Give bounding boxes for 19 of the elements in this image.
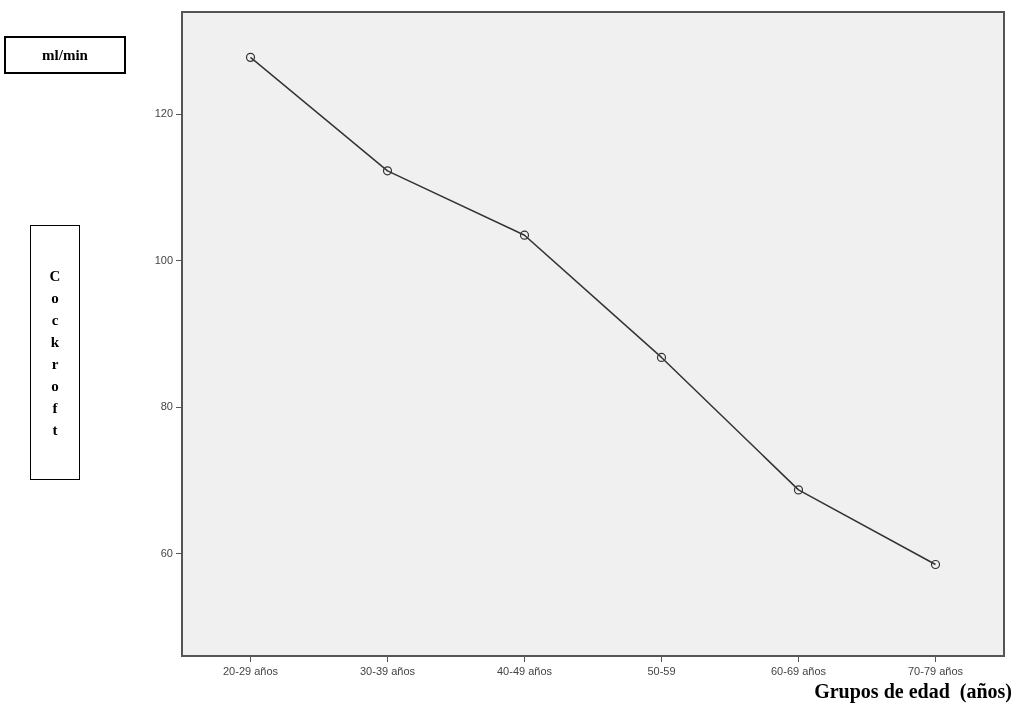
x-tick-label: 40-49 años <box>496 664 553 677</box>
point <box>793 485 804 495</box>
point <box>382 166 393 176</box>
text: ml/min <box>4 36 126 74</box>
point <box>930 559 941 570</box>
point <box>245 52 256 62</box>
x-tick-label: 20-29 años <box>222 664 279 677</box>
x-tick-label: 60-69 años <box>770 664 827 677</box>
x-tick-label: 70-79 años <box>907 664 964 677</box>
text: Cockroft <box>49 266 61 440</box>
point <box>519 230 530 240</box>
y-tick-label: 100 <box>154 253 173 266</box>
x-tick-label: 50-59 <box>647 664 676 677</box>
y-tick-label: 120 <box>154 107 173 120</box>
y-tick-label: 80 <box>160 400 173 413</box>
point <box>656 352 667 363</box>
x-tick-label: 30-39 años <box>359 664 416 677</box>
y-tick-label: 60 <box>160 546 173 559</box>
x-axis-title: Grupos de edad (años) <box>814 680 1012 703</box>
